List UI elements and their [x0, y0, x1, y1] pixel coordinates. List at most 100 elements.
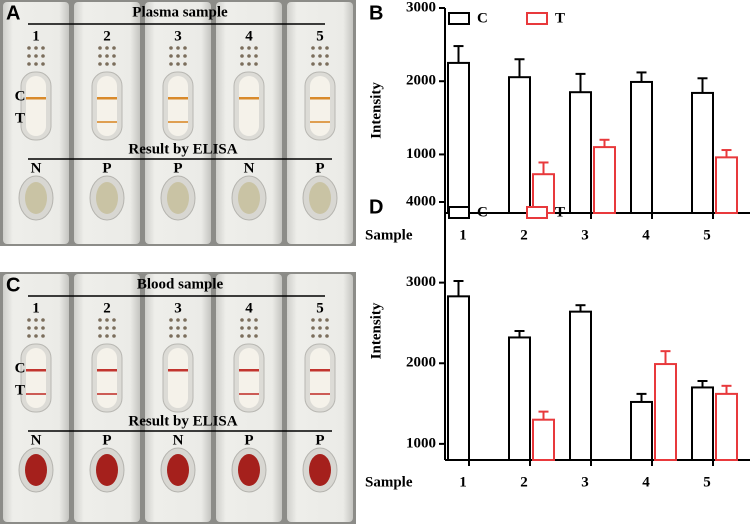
- strip-dot: [254, 54, 258, 58]
- strip-dot: [112, 46, 116, 50]
- test-line: [310, 393, 330, 395]
- y-tick-label: 3000: [406, 0, 436, 15]
- strip-dot: [105, 326, 109, 330]
- elisa-result: P: [173, 160, 182, 176]
- strip-dot: [112, 62, 116, 66]
- panel-label: C: [6, 274, 20, 296]
- bar: [691, 91, 714, 214]
- strip-number: 5: [316, 300, 324, 316]
- line-label: T: [15, 382, 25, 398]
- strip-dot: [311, 46, 315, 50]
- bar: [447, 61, 470, 214]
- strip-dot: [169, 46, 173, 50]
- strip-window: [168, 348, 188, 408]
- strip-dot: [169, 62, 173, 66]
- strip-window: [97, 348, 117, 408]
- strip-dot: [176, 62, 180, 66]
- strip-dot: [311, 334, 315, 338]
- strip-dot: [169, 334, 173, 338]
- strip-dot: [247, 54, 251, 58]
- strip-number: 4: [245, 28, 253, 44]
- x-axis-label: Sample: [365, 227, 413, 243]
- strip-dot: [240, 326, 244, 330]
- strip-window: [239, 348, 259, 408]
- strip-dot: [183, 326, 187, 330]
- y-tick-label: 1000: [406, 146, 436, 162]
- strip-dot: [254, 46, 258, 50]
- strip-dot: [27, 334, 31, 338]
- strip-dot: [27, 326, 31, 330]
- strip-number: 4: [245, 300, 253, 316]
- strip-dot: [318, 54, 322, 58]
- y-tick-label: 2000: [406, 355, 436, 371]
- strip-dot: [318, 326, 322, 330]
- sample-well: [25, 182, 47, 214]
- strip-window: [239, 76, 259, 136]
- test-line: [168, 121, 188, 123]
- strip-dot: [176, 326, 180, 330]
- line-label: C: [15, 360, 26, 376]
- control-line: [97, 97, 117, 100]
- sample-well: [96, 454, 118, 486]
- strip-dot: [176, 334, 180, 338]
- control-line: [310, 97, 330, 100]
- strip-dot: [27, 62, 31, 66]
- bar: [691, 386, 714, 461]
- strip-dot: [176, 318, 180, 322]
- bar: [447, 295, 470, 461]
- strip-dot: [105, 62, 109, 66]
- strip-dot: [34, 334, 38, 338]
- strip-dot: [311, 54, 315, 58]
- strip-dot: [240, 54, 244, 58]
- control-line: [310, 369, 330, 372]
- strip-dot: [247, 318, 251, 322]
- strip-dot: [247, 326, 251, 330]
- strip-dot: [41, 326, 45, 330]
- test-line: [97, 121, 117, 123]
- sample-well: [25, 454, 47, 486]
- strip-dot: [41, 46, 45, 50]
- elisa-result: N: [244, 160, 255, 176]
- bar: [593, 146, 616, 215]
- strip-dot: [325, 62, 329, 66]
- y-tick-label: 2000: [406, 73, 436, 89]
- panel-label: D: [369, 196, 383, 218]
- strip-dot: [240, 318, 244, 322]
- strip-dot: [311, 326, 315, 330]
- strip-number: 1: [32, 28, 40, 44]
- strip-dot: [325, 54, 329, 58]
- strip-dot: [34, 46, 38, 50]
- strip-dot: [27, 54, 31, 58]
- x-axis-label: Sample: [365, 474, 413, 490]
- bar: [508, 76, 531, 214]
- strip-dot: [325, 318, 329, 322]
- strip-dot: [325, 334, 329, 338]
- bar: [654, 363, 677, 461]
- strip-dot: [41, 62, 45, 66]
- bar: [508, 336, 531, 462]
- control-line: [26, 369, 46, 372]
- strip-dot: [254, 62, 258, 66]
- y-axis-label: Intensity: [368, 82, 384, 139]
- strip-dot: [311, 62, 315, 66]
- panel-label: A: [6, 2, 20, 24]
- elisa-result: P: [102, 160, 111, 176]
- x-tick-label: 3: [581, 474, 589, 490]
- x-tick-label: 3: [581, 227, 589, 243]
- strip-number: 1: [32, 300, 40, 316]
- sample-well: [167, 182, 189, 214]
- control-line: [239, 97, 259, 100]
- strip-dot: [183, 334, 187, 338]
- strip-dot: [318, 318, 322, 322]
- photo-title: Blood sample: [137, 276, 224, 292]
- x-tick-label: 5: [703, 474, 711, 490]
- test-line: [310, 121, 330, 123]
- strip-dot: [27, 318, 31, 322]
- x-tick-label: 5: [703, 227, 711, 243]
- strip-dot: [34, 62, 38, 66]
- sample-well: [238, 182, 260, 214]
- strip-dot: [41, 334, 45, 338]
- elisa-result: N: [31, 432, 42, 448]
- sample-well: [309, 182, 331, 214]
- strip-dot: [183, 62, 187, 66]
